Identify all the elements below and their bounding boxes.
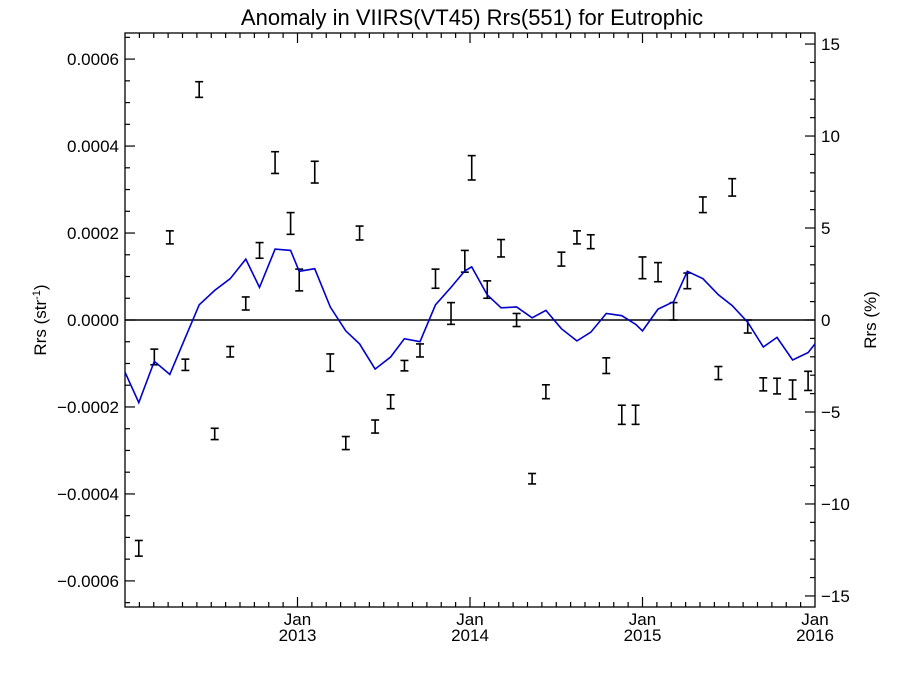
errorbar-point — [512, 312, 521, 328]
errorbar-point — [271, 150, 280, 175]
errorbar-point — [386, 393, 395, 410]
errorbar-point — [295, 268, 304, 292]
errorbar-point — [557, 251, 566, 267]
errorbar-point — [371, 419, 380, 434]
chart-title: Anomaly in VIIRS(VT45) Rrs(551) for Eutr… — [241, 5, 703, 30]
errorbar-point — [431, 268, 440, 290]
errorbar-point — [241, 296, 250, 311]
errorbar-point — [181, 358, 190, 372]
model-line-series — [124, 248, 816, 405]
errorbar-point — [165, 230, 174, 245]
y-left-tick-label: −0.0006 — [57, 572, 119, 591]
y-axis-right-label: Rrs (%) — [861, 291, 880, 349]
y-axis-left-label-sup: -1 — [31, 290, 43, 300]
errorbar-point — [210, 427, 219, 441]
errorbar-point — [728, 177, 737, 197]
errorbar-series — [134, 80, 813, 557]
errorbar-point — [134, 539, 143, 557]
errorbar-point — [310, 160, 319, 184]
x-tick-year-label: 2013 — [279, 626, 317, 645]
errorbar-point — [572, 230, 581, 245]
errorbar-point — [355, 225, 364, 241]
errorbar-point — [669, 301, 678, 321]
errorbar-point — [255, 241, 264, 260]
plot-frame — [124, 32, 816, 608]
x-tick-month-label: Jan — [456, 610, 483, 629]
errorbar-point — [698, 196, 707, 214]
errorbar-point — [773, 377, 782, 395]
errorbar-point — [804, 370, 813, 392]
y-axis-left-label-main: Rrs (str — [31, 300, 50, 356]
axis-ticks: 0.0006 0.0004 0.0002 0.0000 −0.0002 −0.0004 −0… — [57, 33, 850, 645]
errorbar-point — [460, 249, 469, 273]
y-right-tick-label: 10 — [821, 127, 840, 146]
errorbar-point — [447, 301, 456, 326]
x-tick-year-label: 2014 — [451, 626, 489, 645]
errorbar-point — [586, 233, 595, 250]
errorbar-point — [683, 272, 692, 290]
y-axis-left-label-close: ) — [31, 284, 50, 290]
errorbar-point — [638, 256, 647, 280]
errorbar-point — [326, 353, 335, 373]
model-line — [124, 248, 816, 405]
x-tick-month-label: Jan — [629, 610, 656, 629]
y-right-tick-label: −10 — [821, 495, 850, 514]
errorbar-point — [286, 211, 295, 236]
y-left-tick-label: 0.0000 — [67, 311, 119, 330]
errorbar-point — [631, 404, 640, 426]
y-left-tick-label: −0.0004 — [57, 485, 119, 504]
errorbar-point — [654, 261, 663, 283]
errorbar-point — [759, 377, 768, 392]
errorbar-point — [226, 345, 235, 358]
errorbar-point — [541, 383, 550, 400]
y-right-tick-label: −5 — [821, 403, 840, 422]
x-tick-month-label: Jan — [801, 610, 828, 629]
x-tick-year-label: 2016 — [796, 626, 834, 645]
y-axis-left-label: Rrs (str-1) — [31, 284, 50, 355]
errorbar-point — [415, 343, 424, 358]
y-right-tick-label: 0 — [821, 311, 830, 330]
errorbar-point — [400, 359, 409, 372]
y-right-tick-label: 5 — [821, 219, 830, 238]
y-right-tick-label: 15 — [821, 35, 840, 54]
errorbar-point — [341, 435, 350, 451]
errorbar-point — [788, 379, 797, 400]
y-left-tick-label: 0.0002 — [67, 224, 119, 243]
errorbar-point — [714, 365, 723, 381]
errorbar-point — [602, 357, 611, 375]
y-right-tick-label: −15 — [821, 587, 850, 606]
errorbar-point — [617, 404, 626, 426]
y-left-tick-label: −0.0002 — [57, 398, 119, 417]
errorbar-point — [195, 80, 204, 99]
errorbar-point — [467, 154, 476, 181]
errorbar-point — [528, 472, 537, 485]
errorbar-point — [497, 238, 506, 258]
y-left-tick-label: 0.0006 — [67, 50, 119, 69]
x-tick-year-label: 2015 — [624, 626, 662, 645]
y-left-tick-label: 0.0004 — [67, 137, 119, 156]
x-tick-month-label: Jan — [284, 610, 311, 629]
